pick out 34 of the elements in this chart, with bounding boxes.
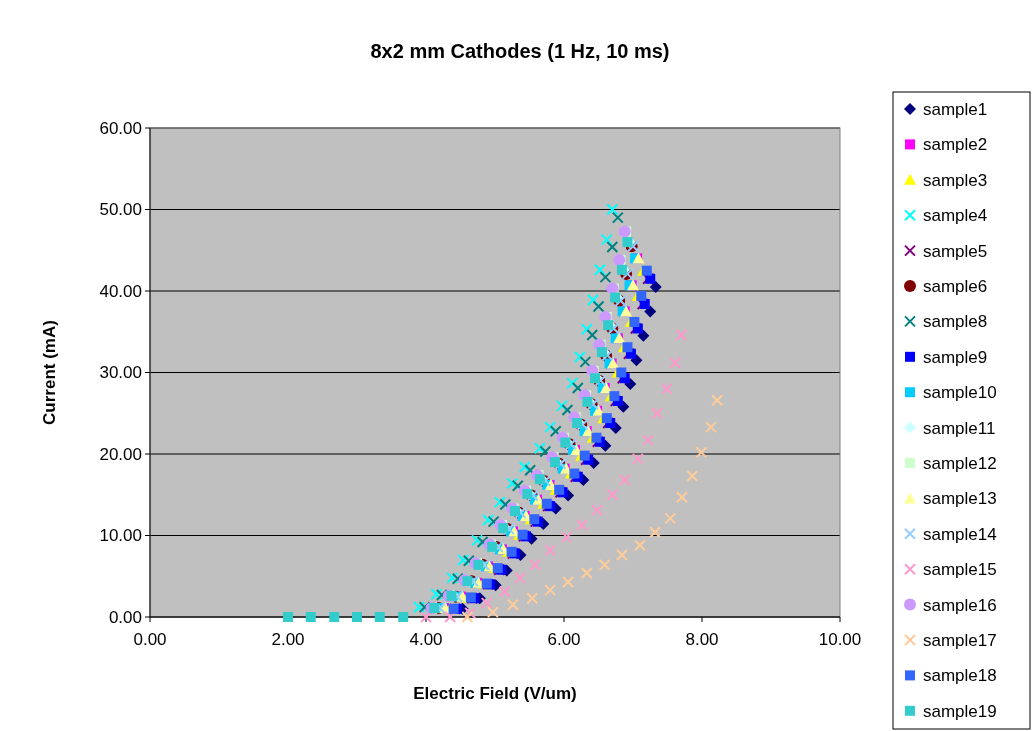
legend-label: sample14 [923, 524, 997, 544]
legend-label: sample13 [923, 489, 997, 509]
legend-label: sample2 [923, 135, 988, 155]
legend-label: sample6 [923, 276, 988, 296]
legend-label: sample11 [923, 418, 996, 438]
x-tick-label: 10.00 [818, 630, 862, 649]
y-axis-title: Current (mA) [40, 320, 59, 425]
legend-label: sample5 [923, 241, 988, 261]
legend-label: sample9 [923, 347, 988, 367]
legend-label: sample4 [923, 206, 988, 226]
legend-label: sample15 [923, 560, 997, 580]
legend-label: sample10 [923, 383, 997, 403]
y-tick-label: 0.00 [108, 607, 142, 627]
x-tick-label: 6.00 [547, 630, 581, 649]
legend-label: sample19 [923, 701, 997, 721]
x-tick-label: 8.00 [685, 630, 719, 649]
y-tick-label: 50.00 [99, 200, 142, 220]
y-tick-label: 10.00 [99, 526, 142, 546]
legend-label: sample16 [923, 595, 997, 615]
legend-label: sample3 [923, 170, 988, 190]
y-tick-label: 30.00 [99, 363, 142, 383]
x-axis-title: Electric Field (V/um) [413, 684, 577, 703]
legend-label: sample17 [923, 630, 997, 650]
y-tick-label: 20.00 [99, 444, 142, 464]
y-tick-label: 40.00 [99, 281, 142, 301]
chart-title: 8x2 mm Cathodes (1 Hz, 10 ms) [370, 40, 670, 62]
legend-label: sample1 [923, 99, 988, 119]
x-tick-label: 0.00 [133, 630, 167, 649]
x-tick-label: 2.00 [271, 630, 305, 649]
legend-label: sample8 [923, 312, 988, 332]
legend-label: sample12 [923, 453, 997, 473]
y-tick-label: 60.00 [99, 118, 142, 138]
legend-label: sample18 [923, 666, 997, 686]
x-tick-label: 4.00 [409, 630, 443, 649]
